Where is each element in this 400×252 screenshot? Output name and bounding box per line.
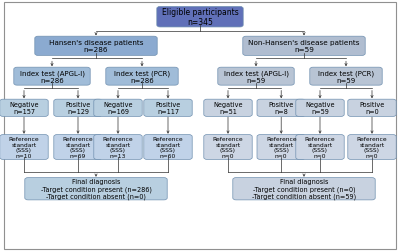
Text: Reference
standart
(SSS)
n=0: Reference standart (SSS) n=0 (213, 136, 243, 159)
Text: Final diagnosis
-Target condition present (n=0)
-Target condition absent (n=59): Final diagnosis -Target condition presen… (252, 178, 356, 200)
FancyBboxPatch shape (94, 100, 142, 117)
FancyBboxPatch shape (0, 135, 48, 160)
FancyBboxPatch shape (233, 178, 375, 200)
Text: Hansen's disease patients
n=286: Hansen's disease patients n=286 (49, 40, 143, 53)
FancyBboxPatch shape (35, 37, 157, 56)
Text: Positive
n=8: Positive n=8 (268, 102, 294, 115)
Text: Reference
standart
(SSS)
n=0: Reference standart (SSS) n=0 (305, 136, 335, 159)
Text: Reference
standart
(SSS)
n=13: Reference standart (SSS) n=13 (103, 136, 133, 159)
FancyBboxPatch shape (296, 100, 344, 117)
Text: Index test (APGL-I)
n=286: Index test (APGL-I) n=286 (20, 70, 84, 84)
FancyBboxPatch shape (348, 100, 396, 117)
Text: Negative
n=157: Negative n=157 (9, 102, 39, 115)
FancyBboxPatch shape (310, 68, 382, 86)
FancyBboxPatch shape (54, 135, 102, 160)
Text: Positive
n=129: Positive n=129 (65, 102, 91, 115)
FancyBboxPatch shape (144, 100, 192, 117)
Text: Reference
standart
(SSS)
n=69: Reference standart (SSS) n=69 (63, 136, 93, 159)
Text: Reference
standart
(SSS)
n=0: Reference standart (SSS) n=0 (357, 136, 387, 159)
FancyBboxPatch shape (144, 135, 192, 160)
FancyBboxPatch shape (106, 68, 178, 86)
Text: Positive
n=0: Positive n=0 (359, 102, 385, 115)
FancyBboxPatch shape (94, 135, 142, 160)
FancyBboxPatch shape (25, 178, 167, 200)
Text: Index test (PCR)
n=286: Index test (PCR) n=286 (114, 70, 170, 84)
FancyBboxPatch shape (348, 135, 396, 160)
Text: Negative
n=59: Negative n=59 (305, 102, 335, 115)
Text: Negative
n=169: Negative n=169 (103, 102, 133, 115)
Text: Final diagnosis
-Target condition present (n=286)
-Target condition absent (n=0): Final diagnosis -Target condition presen… (40, 178, 152, 200)
Text: Reference
standart
(SSS)
n=60: Reference standart (SSS) n=60 (153, 136, 183, 159)
Text: Reference
standart
(SSS)
n=10: Reference standart (SSS) n=10 (9, 136, 39, 159)
Text: Positive
n=117: Positive n=117 (155, 102, 181, 115)
FancyBboxPatch shape (296, 135, 344, 160)
FancyBboxPatch shape (257, 100, 306, 117)
FancyBboxPatch shape (204, 135, 252, 160)
Text: Eligible participants
n=345: Eligible participants n=345 (162, 8, 238, 27)
FancyBboxPatch shape (204, 100, 252, 117)
FancyBboxPatch shape (243, 37, 365, 56)
FancyBboxPatch shape (218, 68, 294, 86)
Text: Negative
n=51: Negative n=51 (213, 102, 243, 115)
FancyBboxPatch shape (257, 135, 306, 160)
FancyBboxPatch shape (14, 68, 90, 86)
FancyBboxPatch shape (157, 7, 243, 28)
FancyBboxPatch shape (54, 100, 102, 117)
Text: Index test (APGL-I)
n=59: Index test (APGL-I) n=59 (224, 70, 288, 84)
Text: Reference
standart
(SSS)
n=0: Reference standart (SSS) n=0 (266, 136, 296, 159)
Text: Index test (PCR)
n=59: Index test (PCR) n=59 (318, 70, 374, 84)
FancyBboxPatch shape (0, 100, 48, 117)
Text: Non-Hansen's disease patients
n=59: Non-Hansen's disease patients n=59 (248, 40, 360, 53)
